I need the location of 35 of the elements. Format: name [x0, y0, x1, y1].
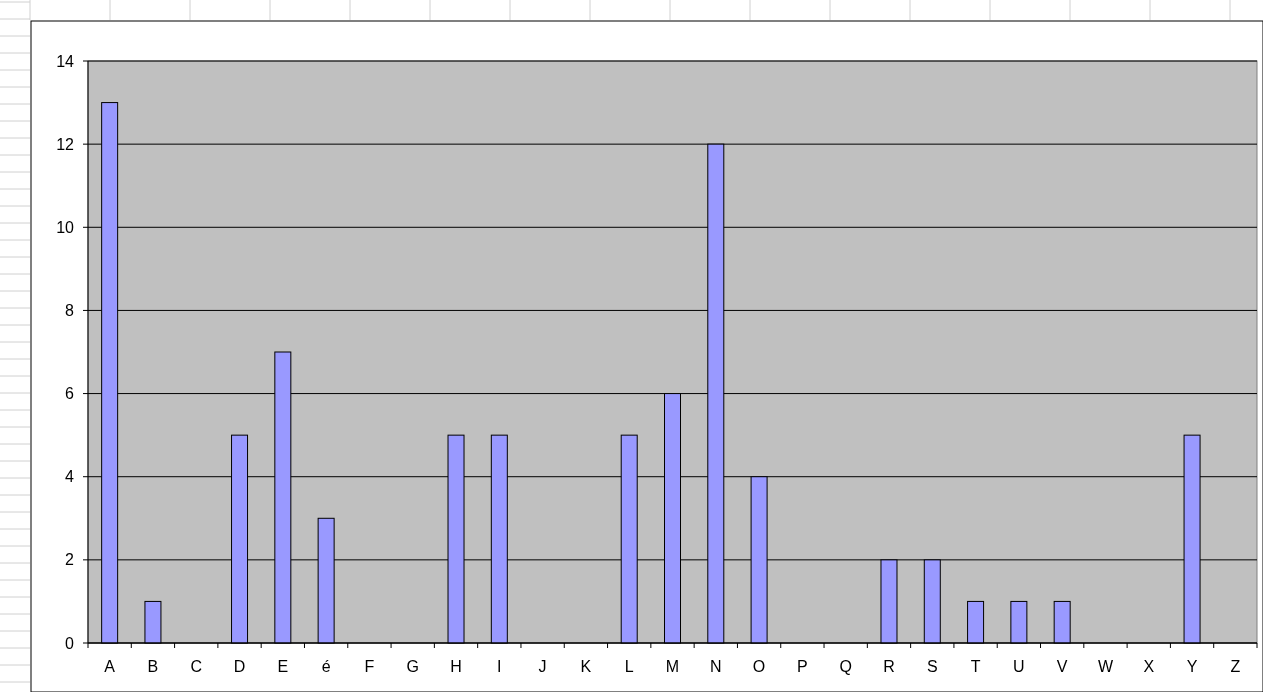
x-tick-label: H	[450, 658, 462, 675]
x-tick-label: M	[665, 658, 680, 675]
y-tick-label: 10	[56, 218, 75, 236]
y-tick-label: 14	[56, 52, 75, 70]
y-tick-label: 2	[65, 551, 75, 569]
x-tick-label: N	[710, 658, 722, 675]
x-tick-label: G	[406, 658, 419, 675]
x-tick-label: K	[580, 658, 592, 675]
x-tick-label: T	[970, 658, 981, 675]
x-tick-label: A	[104, 658, 116, 675]
x-tick-label: V	[1056, 658, 1068, 675]
x-tick-label: D	[233, 658, 246, 675]
x-tick-label: E	[277, 658, 289, 675]
y-tick-label: 4	[65, 468, 75, 486]
x-tick-label: U	[1013, 658, 1025, 675]
x-tick-label: é	[321, 658, 331, 675]
x-tick-label: Q	[839, 658, 852, 675]
y-tick-label: 8	[65, 302, 75, 320]
x-tick-label: I	[497, 658, 502, 675]
x-tick-label: L	[624, 658, 634, 675]
x-tick-label: J	[538, 658, 547, 675]
y-tick-label: 6	[65, 385, 75, 403]
x-tick-label: O	[752, 658, 766, 675]
x-tick-label: P	[797, 658, 808, 675]
x-tick-label: F	[364, 658, 375, 675]
x-tick-label: Z	[1230, 658, 1241, 675]
x-tick-label: B	[147, 658, 159, 675]
x-tick-label: C	[190, 658, 203, 675]
y-tick-label: 12	[56, 135, 75, 153]
x-tick-label: W	[1097, 658, 1114, 675]
x-tick-label: Y	[1186, 658, 1198, 675]
x-tick-label: X	[1143, 658, 1155, 675]
x-tick-label: S	[926, 658, 938, 675]
y-tick-label: 0	[65, 634, 75, 652]
x-tick-label: R	[883, 658, 895, 675]
